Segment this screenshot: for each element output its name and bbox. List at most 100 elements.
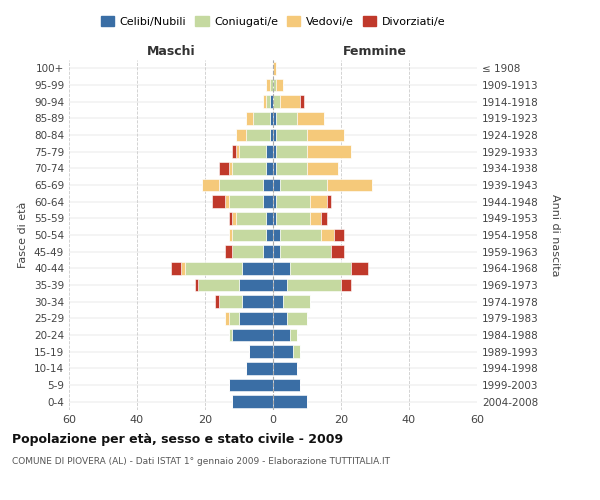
- Bar: [226, 246, 232, 258]
- Bar: [263, 96, 266, 108]
- Bar: [273, 196, 277, 208]
- Bar: [334, 229, 344, 241]
- Bar: [266, 96, 269, 108]
- Bar: [229, 229, 232, 241]
- Bar: [229, 329, 232, 341]
- Bar: [202, 179, 218, 192]
- Y-axis label: Anni di nascita: Anni di nascita: [550, 194, 560, 276]
- Bar: [273, 279, 287, 291]
- Bar: [181, 262, 185, 274]
- Bar: [171, 262, 181, 274]
- Bar: [226, 312, 229, 324]
- Bar: [277, 129, 307, 141]
- Bar: [287, 312, 307, 324]
- Bar: [232, 396, 273, 408]
- Bar: [273, 312, 287, 324]
- Bar: [297, 112, 324, 124]
- Bar: [266, 229, 273, 241]
- Bar: [341, 279, 351, 291]
- Bar: [195, 279, 198, 291]
- Bar: [280, 96, 300, 108]
- Bar: [232, 329, 273, 341]
- Bar: [266, 146, 273, 158]
- Bar: [307, 162, 338, 174]
- Bar: [242, 296, 273, 308]
- Bar: [218, 179, 263, 192]
- Bar: [246, 112, 253, 124]
- Bar: [198, 279, 239, 291]
- Bar: [273, 346, 293, 358]
- Bar: [273, 396, 307, 408]
- Y-axis label: Fasce di età: Fasce di età: [19, 202, 28, 268]
- Bar: [212, 196, 226, 208]
- Bar: [351, 262, 368, 274]
- Bar: [266, 162, 273, 174]
- Text: Maschi: Maschi: [146, 44, 196, 58]
- Bar: [273, 246, 280, 258]
- Bar: [310, 212, 320, 224]
- Bar: [280, 229, 320, 241]
- Bar: [239, 146, 266, 158]
- Bar: [239, 312, 273, 324]
- Bar: [320, 212, 328, 224]
- Bar: [273, 62, 277, 74]
- Bar: [273, 79, 277, 92]
- Bar: [232, 162, 266, 174]
- Bar: [226, 196, 229, 208]
- Bar: [232, 229, 266, 241]
- Bar: [263, 196, 273, 208]
- Bar: [310, 196, 328, 208]
- Bar: [266, 212, 273, 224]
- Bar: [229, 312, 239, 324]
- Bar: [218, 162, 229, 174]
- Bar: [273, 296, 283, 308]
- Bar: [331, 246, 344, 258]
- Bar: [266, 79, 269, 92]
- Bar: [232, 146, 236, 158]
- Bar: [263, 179, 273, 192]
- Bar: [328, 179, 371, 192]
- Bar: [277, 112, 297, 124]
- Legend: Celibi/Nubili, Coniugati/e, Vedovi/e, Divorziati/e: Celibi/Nubili, Coniugati/e, Vedovi/e, Di…: [97, 12, 449, 31]
- Bar: [273, 212, 277, 224]
- Bar: [273, 96, 280, 108]
- Bar: [273, 162, 277, 174]
- Bar: [246, 362, 273, 374]
- Bar: [249, 346, 273, 358]
- Bar: [273, 112, 277, 124]
- Text: Popolazione per età, sesso e stato civile - 2009: Popolazione per età, sesso e stato civil…: [12, 432, 343, 446]
- Bar: [277, 212, 310, 224]
- Bar: [273, 362, 297, 374]
- Bar: [287, 279, 341, 291]
- Bar: [229, 212, 232, 224]
- Bar: [320, 229, 334, 241]
- Bar: [236, 212, 266, 224]
- Bar: [280, 246, 331, 258]
- Bar: [269, 129, 273, 141]
- Bar: [328, 196, 331, 208]
- Bar: [269, 79, 273, 92]
- Bar: [273, 379, 300, 391]
- Bar: [246, 129, 269, 141]
- Bar: [290, 329, 297, 341]
- Bar: [307, 129, 344, 141]
- Bar: [269, 112, 273, 124]
- Bar: [239, 279, 273, 291]
- Bar: [236, 129, 246, 141]
- Bar: [277, 196, 310, 208]
- Bar: [280, 179, 328, 192]
- Bar: [293, 346, 300, 358]
- Bar: [232, 246, 263, 258]
- Bar: [253, 112, 269, 124]
- Bar: [229, 162, 232, 174]
- Bar: [277, 79, 283, 92]
- Bar: [218, 296, 242, 308]
- Bar: [229, 196, 263, 208]
- Bar: [215, 296, 218, 308]
- Text: COMUNE DI PIOVERA (AL) - Dati ISTAT 1° gennaio 2009 - Elaborazione TUTTITALIA.IT: COMUNE DI PIOVERA (AL) - Dati ISTAT 1° g…: [12, 458, 390, 466]
- Bar: [232, 212, 236, 224]
- Bar: [185, 262, 242, 274]
- Bar: [273, 179, 280, 192]
- Bar: [290, 262, 351, 274]
- Bar: [273, 146, 277, 158]
